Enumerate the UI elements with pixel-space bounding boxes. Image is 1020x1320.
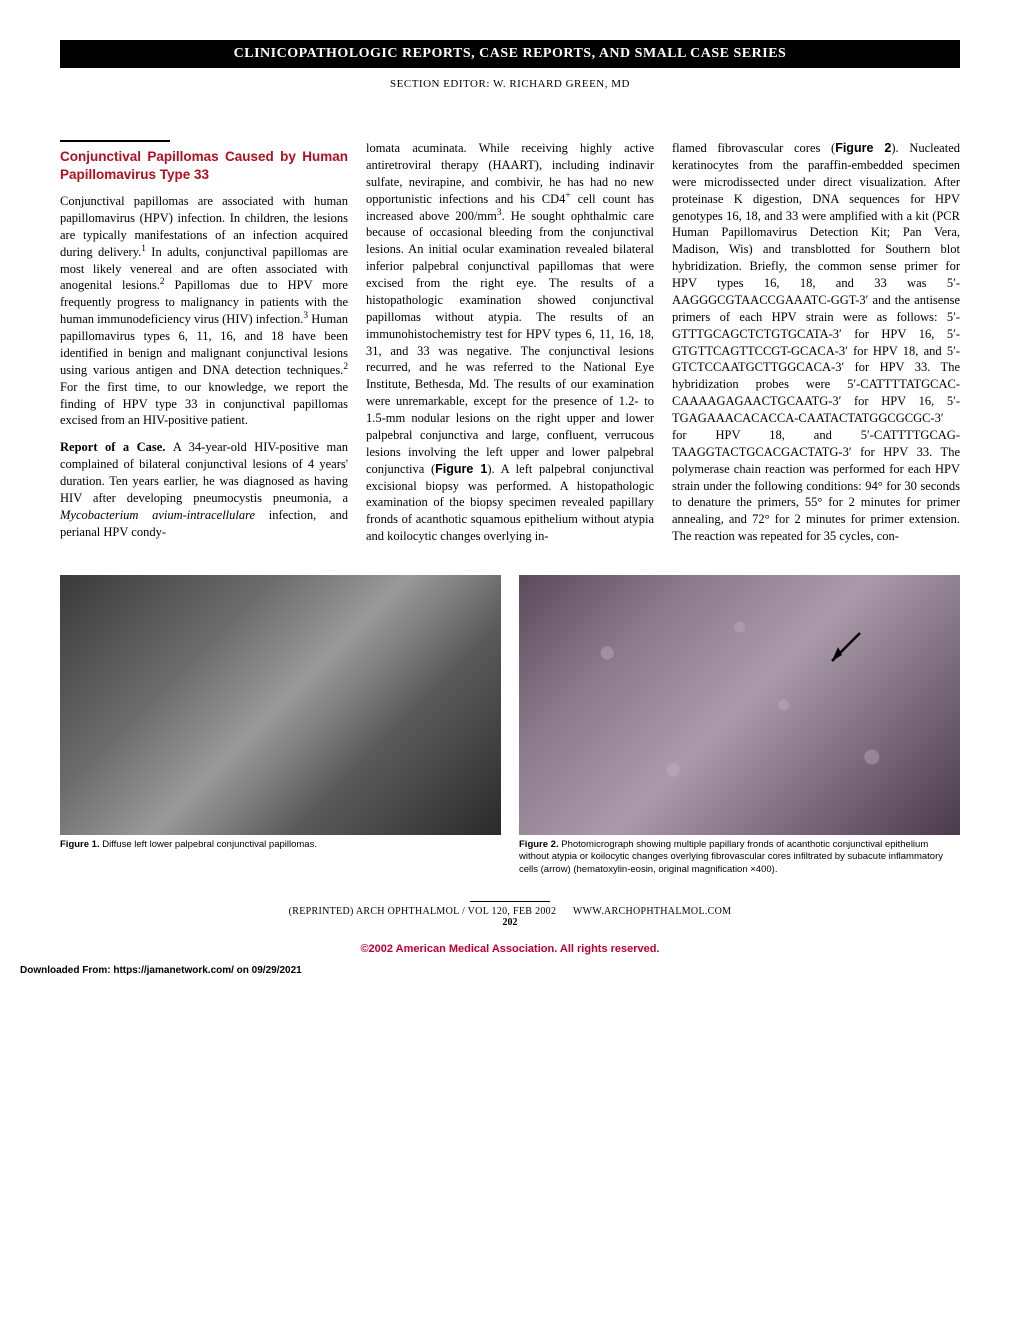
column-1: Conjunctival Papillomas Caused by Human … (60, 140, 348, 545)
fignum: Figure 1. (60, 839, 100, 850)
page-number: 202 (60, 917, 960, 928)
figure-1-ref: Figure 1 (435, 462, 487, 476)
figure-1-image (60, 575, 501, 835)
figure-2-ref: Figure 2 (835, 141, 891, 155)
col1-para1: Conjunctival papillomas are associated w… (60, 193, 348, 429)
col3-para1: flamed fibrovascular cores (Figure 2). N… (672, 140, 960, 545)
organism-italic: Mycobacterium avium-intracellulare (60, 508, 255, 522)
arrow-icon (820, 625, 870, 675)
figure-2-caption: Figure 2. Photomicrograph showing multip… (519, 839, 960, 876)
col1-para2: Report of a Case. A 34-year-old HIV-posi… (60, 439, 348, 540)
figure-1-caption: Figure 1. Diffuse left lower palpebral c… (60, 839, 501, 851)
text: . He sought ophthalmic care because of o… (366, 209, 654, 476)
copyright-notice: ©2002 American Medical Association. All … (60, 943, 960, 955)
caption-text: Diffuse left lower palpebral conjunctiva… (100, 839, 317, 850)
section-editor: SECTION EDITOR: W. RICHARD GREEN, MD (60, 78, 960, 90)
footer-rule (470, 901, 550, 902)
article-title: Conjunctival Papillomas Caused by Human … (60, 148, 348, 183)
figure-1: Figure 1. Diffuse left lower palpebral c… (60, 575, 501, 876)
fignum: Figure 2. (519, 839, 559, 850)
section-header-bar: CLINICOPATHOLOGIC REPORTS, CASE REPORTS,… (60, 40, 960, 68)
column-3: flamed fibrovascular cores (Figure 2). N… (672, 140, 960, 545)
footer-reprint: (REPRINTED) ARCH OPHTHALMOL / VOL 120, F… (60, 906, 960, 917)
text: flamed fibrovascular cores ( (672, 141, 835, 155)
text: For the first time, to our knowledge, we… (60, 380, 348, 428)
reprint-left: (REPRINTED) ARCH OPHTHALMOL / VOL 120, F… (289, 906, 557, 917)
column-2: lomata acuminata. While receiving highly… (366, 140, 654, 545)
ref-2b: 2 (343, 362, 348, 372)
figure-2: Figure 2. Photomicrograph showing multip… (519, 575, 960, 876)
caption-text: Photomicrograph showing multiple papilla… (519, 839, 943, 875)
text: ). Nucleated keratinocytes from the para… (672, 141, 960, 543)
body-columns: Conjunctival Papillomas Caused by Human … (60, 140, 960, 545)
col2-para1: lomata acuminata. While receiving highly… (366, 140, 654, 545)
download-note: Downloaded From: https://jamanetwork.com… (20, 965, 960, 976)
figure-2-image (519, 575, 960, 835)
reprint-right: WWW.ARCHOPHTHALMOL.COM (573, 906, 731, 917)
case-lead: Report of a Case. (60, 440, 173, 454)
title-rule (60, 140, 170, 142)
figures-row: Figure 1. Diffuse left lower palpebral c… (60, 575, 960, 876)
